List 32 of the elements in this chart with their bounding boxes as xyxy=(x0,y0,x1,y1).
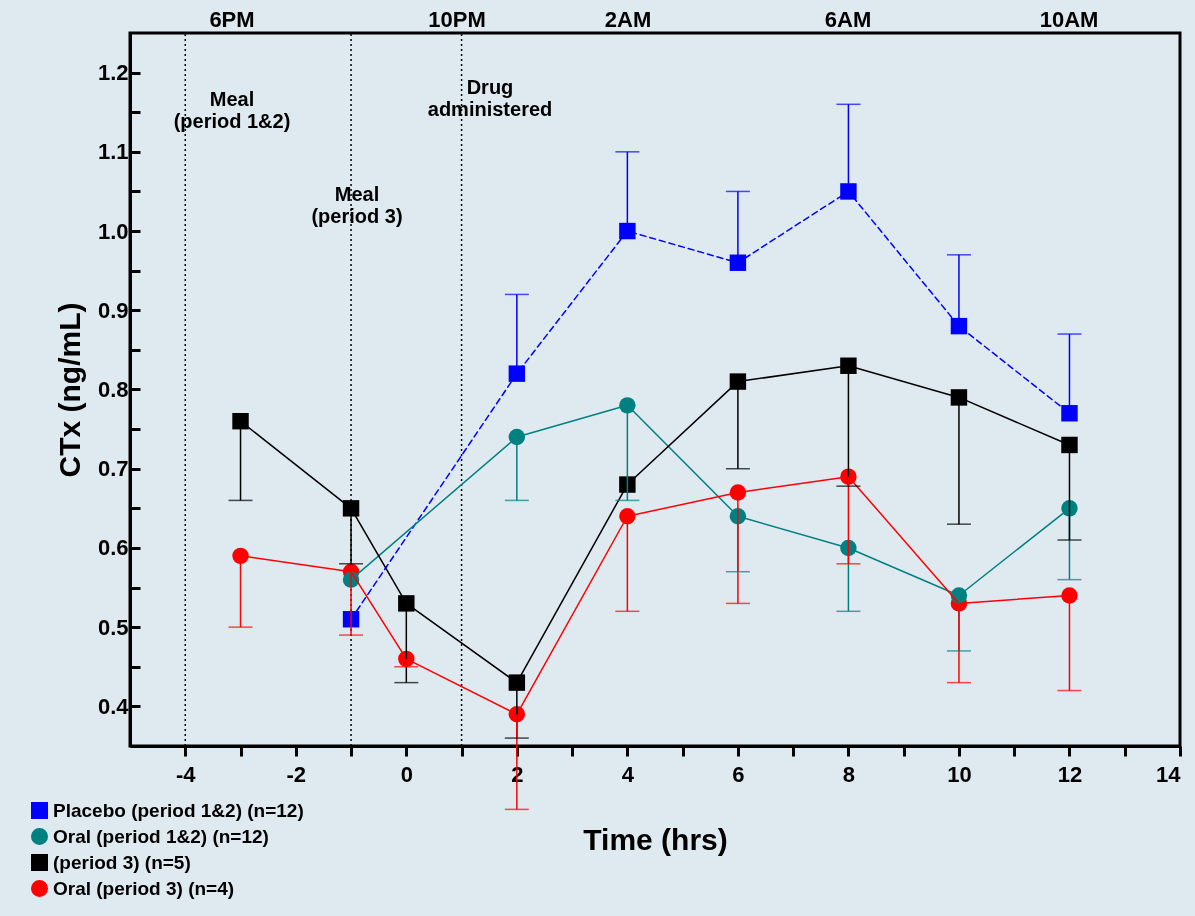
text: 2AM xyxy=(604,7,652,32)
x-tick-label: 8 xyxy=(842,761,856,787)
text: 6PM xyxy=(209,7,255,32)
y-tick-label: 0.7 xyxy=(97,456,129,482)
annotation: Meal (period 3) xyxy=(311,183,403,227)
x-tick-label: 10 xyxy=(947,761,972,787)
y-tick-label: 1.0 xyxy=(97,218,129,244)
x-tick-label: -4 xyxy=(175,761,197,787)
legend-label: (period 3) (n=5) xyxy=(53,851,191,873)
annotation: Drug administered xyxy=(427,76,553,120)
x-tick-label: 4 xyxy=(621,761,635,787)
y-tick-label: 1.2 xyxy=(97,60,129,86)
legend-label: Placebo (period 1&2) (n=12) xyxy=(53,799,304,821)
annotation: Meal (period 1&2) xyxy=(173,88,291,132)
x-tick-label: 0 xyxy=(400,761,413,787)
y-tick-label: 0.4 xyxy=(97,693,130,719)
y-tick-label: 0.9 xyxy=(97,297,129,323)
y-tick-label: 0.8 xyxy=(97,377,129,402)
x-tick-label: 14 xyxy=(1156,761,1182,787)
y-tick-label: 0.6 xyxy=(97,535,129,561)
x-tick-label: 6 xyxy=(732,761,745,787)
y-tick-label: 0.5 xyxy=(97,614,129,640)
legend-label: Oral (period 3) (n=4) xyxy=(53,877,235,899)
x-axis-title: Time (hrs) xyxy=(583,822,728,856)
text: 6AM xyxy=(824,7,872,32)
x-tick-label: -2 xyxy=(286,761,307,787)
legend-label: Oral (period 1&2) (n=12) xyxy=(53,825,269,847)
x-tick-label: 12 xyxy=(1057,761,1083,787)
text: 10AM xyxy=(1039,7,1099,32)
y-tick-label: 1.1 xyxy=(97,139,129,165)
text: 10PM xyxy=(428,7,486,32)
y-axis-title: CTx (ng/mL) xyxy=(52,302,86,478)
